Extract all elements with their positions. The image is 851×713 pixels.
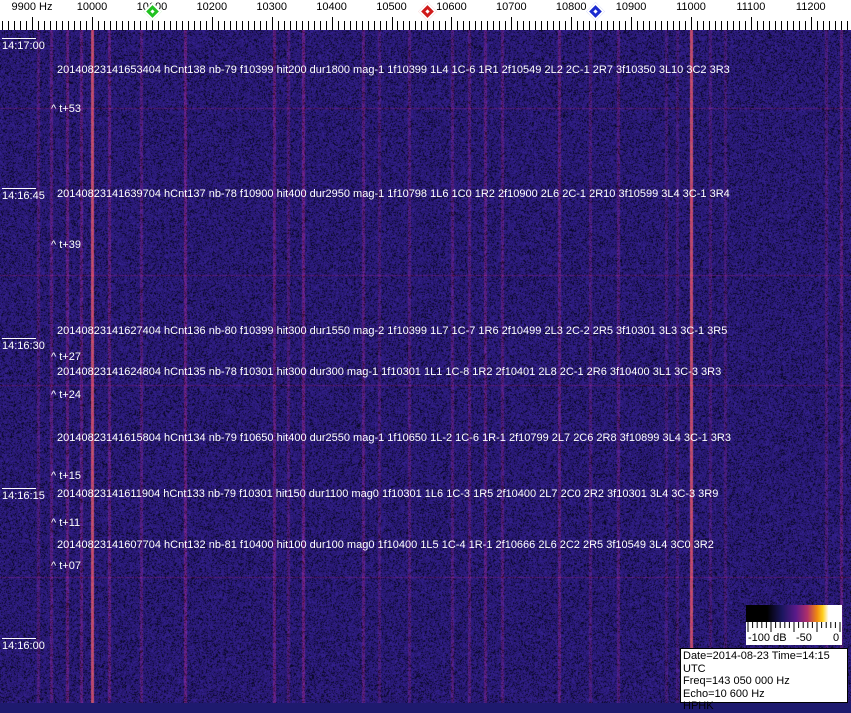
detection-line: 20140823141653404 hCnt138 nb-79 f10399 h… bbox=[57, 64, 730, 76]
colorbar-legend: -100 dB -50 0 bbox=[746, 605, 842, 645]
freq-label: 10500 bbox=[376, 1, 407, 13]
offset-label: ^ t+53 bbox=[51, 103, 81, 115]
freq-label: 10700 bbox=[496, 1, 527, 13]
detection-line: 20140823141611904 hCnt133 nb-79 f10301 h… bbox=[57, 488, 719, 500]
date-time-text: Date=2014-08-23 Time=14:15 UTC bbox=[683, 650, 830, 675]
detection-line: 20140823141639704 hCnt137 nb-78 f10900 h… bbox=[57, 188, 730, 200]
freq-label: 10900 bbox=[615, 1, 647, 13]
colorbar-gradient bbox=[746, 605, 842, 622]
offset-label: ^ t+27 bbox=[51, 351, 81, 363]
colorbar-label-max: 0 bbox=[833, 632, 840, 644]
station-text: HPHK bbox=[683, 700, 714, 712]
freq-label: 11200 bbox=[795, 1, 826, 13]
time-label: 14:16:15 bbox=[2, 488, 45, 502]
freq-label: 10800 bbox=[555, 1, 587, 13]
freq-label: 10000 bbox=[76, 1, 108, 13]
offset-label: ^ t+07 bbox=[51, 560, 81, 572]
offset-label: ^ t+24 bbox=[51, 389, 81, 401]
offset-label: ^ t+15 bbox=[51, 470, 81, 482]
freq-label: 11100 bbox=[736, 1, 766, 13]
detection-line: 20140823141607704 hCnt132 nb-81 f10400 h… bbox=[57, 539, 714, 551]
colorbar-label-mid: -50 bbox=[796, 632, 812, 644]
time-label: 14:17:00 bbox=[2, 38, 45, 52]
detection-line: 20140823141624804 hCnt135 nb-78 f10301 h… bbox=[57, 366, 722, 378]
freq-label: 10600 bbox=[436, 1, 467, 13]
freq-label: 10400 bbox=[316, 1, 347, 13]
offset-label: ^ t+11 bbox=[51, 517, 81, 529]
offset-label: ^ t+39 bbox=[51, 239, 81, 251]
spectrogram-canvas bbox=[0, 30, 851, 703]
detection-line: 20140823141615804 hCnt134 nb-79 f10650 h… bbox=[57, 432, 731, 444]
frequency-ticks bbox=[2, 17, 848, 30]
echo-text: Echo=10 600 Hz bbox=[683, 687, 765, 700]
freq-unit-label: 9900 Hz bbox=[11, 1, 53, 13]
frequency-text: Freq=143 050 000 Hz bbox=[683, 675, 790, 687]
freq-label: 11000 bbox=[676, 1, 706, 13]
freq-label: 10200 bbox=[196, 1, 228, 13]
colorbar-ticks bbox=[747, 622, 841, 632]
info-box: Date=2014-08-23 Time=14:15 UTC Freq=143 … bbox=[680, 648, 848, 712]
detection-line: 20140823141627404 hCnt136 nb-80 f10399 h… bbox=[57, 325, 728, 337]
time-label: 14:16:30 bbox=[2, 338, 45, 352]
time-label: 14:16:00 bbox=[2, 638, 45, 652]
freq-label: 10300 bbox=[256, 1, 287, 13]
time-label: 14:16:45 bbox=[2, 188, 45, 202]
colorbar-label-min: -100 dB bbox=[748, 632, 787, 644]
